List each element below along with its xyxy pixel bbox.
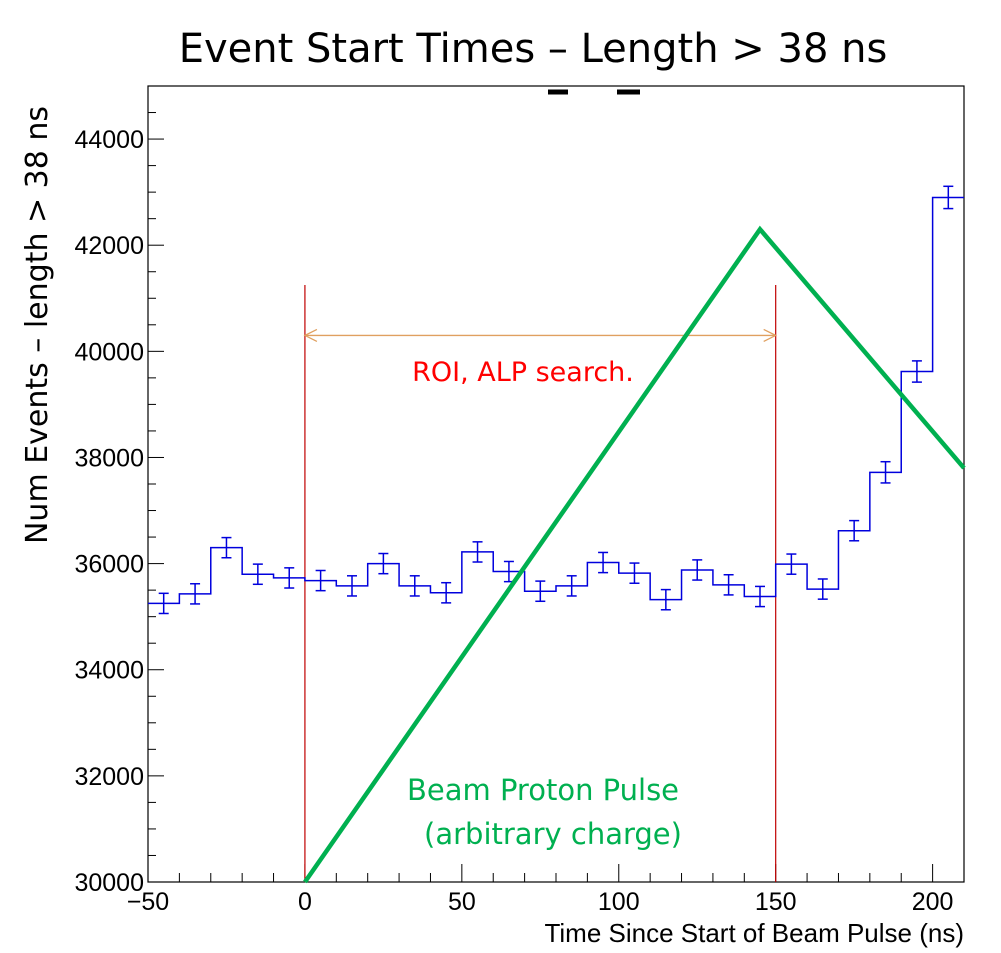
histogram-series (148, 185, 964, 615)
y-axis-label: Num Events – length > 38 ns (20, 106, 55, 544)
x-tick-label: 200 (912, 888, 954, 916)
chart-title: Event Start Times – Length > 38 ns (179, 26, 888, 72)
plot-frame (147, 85, 965, 883)
y-tick-label: 42000 (74, 232, 144, 260)
y-tick-label: 30000 (74, 869, 144, 897)
y-tick-label: 36000 (74, 551, 144, 579)
beam-pulse-line (303, 225, 966, 884)
y-tick-label: 38000 (74, 444, 144, 472)
beam-pulse-series (303, 225, 966, 884)
x-tick-label: 100 (598, 888, 640, 916)
roi-label: ROI, ALP search. (412, 357, 634, 388)
roi-arrow-head-left (303, 328, 318, 342)
y-tick-label: 32000 (74, 763, 144, 791)
plot-area (147, 85, 965, 883)
y-tick-label: 44000 (74, 126, 144, 154)
x-tick-label: 150 (755, 888, 797, 916)
histogram-step-line (148, 196, 964, 605)
y-tick-label: 34000 (74, 657, 144, 685)
roi-arrow-head-right (763, 328, 778, 342)
x-tick-label: 50 (448, 888, 476, 916)
x-axis: −50 0 50 100 150 200 (127, 864, 965, 916)
beam-label-line1: Beam Proton Pulse (407, 773, 679, 807)
x-tick-label: 0 (298, 888, 312, 916)
y-axis: 30000 32000 34000 36000 38000 40000 42000 44000 (74, 85, 164, 897)
x-tick-label: −50 (127, 888, 169, 916)
x-axis-label: Time Since Start of Beam Pulse (ns) (544, 918, 964, 948)
y-tick-label: 40000 (74, 338, 144, 366)
beam-label-line2: (arbitrary charge) (424, 817, 682, 851)
